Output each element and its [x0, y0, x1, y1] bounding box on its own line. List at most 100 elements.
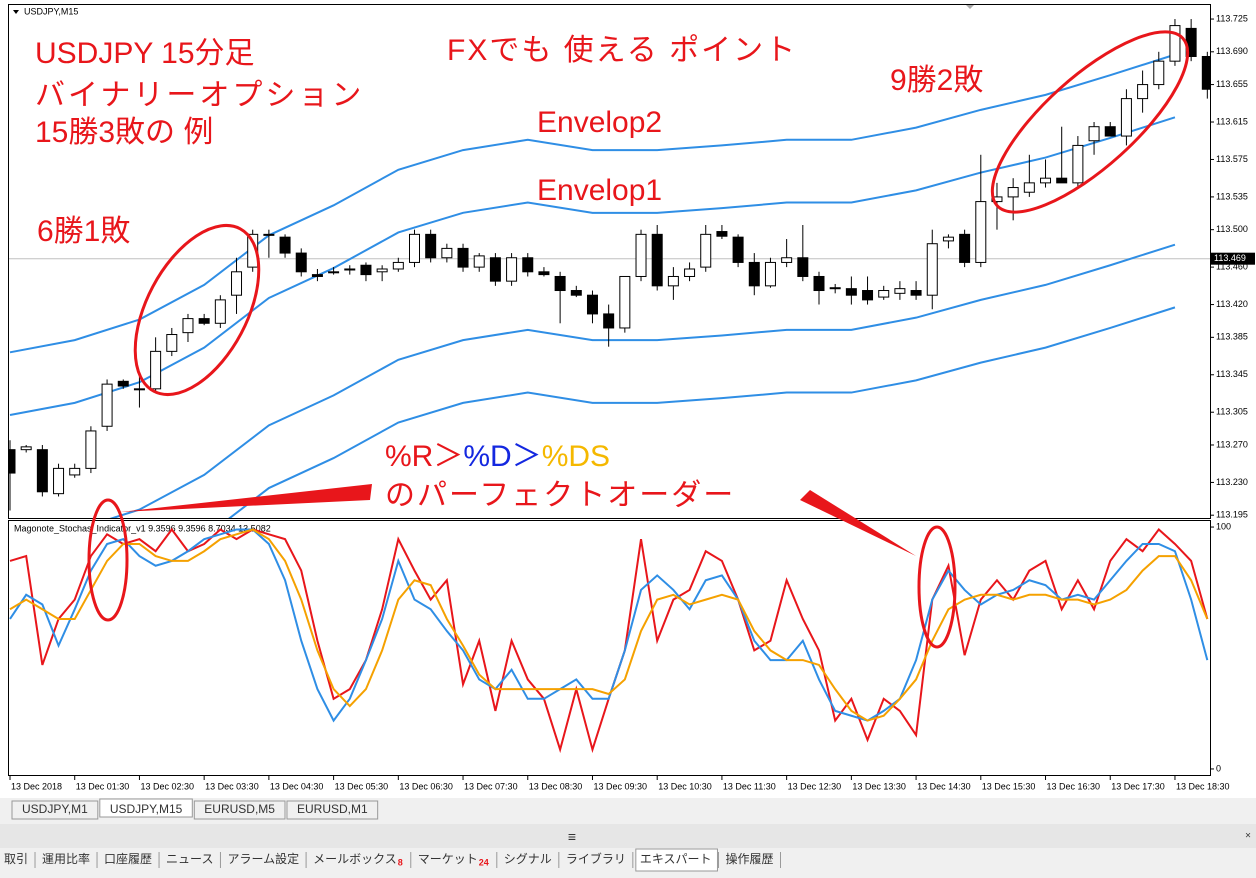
- candle-body: [845, 288, 857, 296]
- chart-tabs: USDJPY,M1 USDJPY,M15 EURUSD,M5 EURUSD,M1: [11, 798, 379, 820]
- indicator-line: [9, 528, 1209, 722]
- x-tick-label: 13 Dec 01:30: [76, 781, 130, 791]
- candle-body: [376, 268, 388, 273]
- chart-tab-box: [193, 800, 286, 820]
- candle-body: [36, 449, 48, 493]
- indicator-plot: [9, 527, 1209, 754]
- candle-body: [570, 290, 582, 296]
- terminal-tab[interactable]: アラーム設定: [223, 849, 305, 871]
- chart-tab[interactable]: USDJPY,M1: [11, 800, 99, 820]
- y-tick-label: 113.420: [1216, 299, 1248, 309]
- y-tick-label: 113.270: [1216, 439, 1248, 449]
- candle-body: [700, 233, 712, 268]
- annotation-title: バイナリーオプション: [35, 79, 364, 112]
- terminal-tab[interactable]: 運用比率: [38, 849, 96, 871]
- y-tick-label: 113.500: [1216, 224, 1248, 234]
- candle-body: [764, 261, 776, 287]
- candle-body: [425, 233, 437, 259]
- candle-body: [166, 334, 178, 352]
- candle-body: [862, 290, 874, 301]
- close-button[interactable]: ×: [1245, 831, 1251, 842]
- x-tick-label: 13 Dec 17:30: [1111, 781, 1165, 791]
- annotation-envelop: Envelop2: [537, 106, 662, 139]
- terminal-tab[interactable]: エキスパート: [635, 848, 718, 872]
- y-tick-label: 113.305: [1216, 407, 1248, 417]
- highlight-ellipse: [917, 525, 957, 649]
- terminal-tab[interactable]: メールボックス 8: [309, 849, 410, 871]
- y-tick-label: 0: [1216, 763, 1221, 773]
- terminal-tab[interactable]: 口座履歴: [100, 849, 158, 871]
- x-tick-label: 13 Dec 06:30: [399, 781, 453, 791]
- chart-tab[interactable]: EURUSD,M5: [193, 800, 286, 820]
- terminal-tab-badge: 8: [398, 857, 403, 867]
- arrow: [120, 484, 372, 512]
- envelope-line: [228, 306, 1176, 518]
- current-price-box: [1211, 252, 1255, 265]
- candle-body: [69, 467, 81, 476]
- terminal-scrollbar: [0, 824, 1256, 848]
- x-tick-label: 13 Dec 09:30: [593, 781, 647, 791]
- terminal-tab-label: シグナル: [504, 852, 552, 866]
- terminal-tab[interactable]: ライブラリ: [562, 849, 632, 871]
- candle-body: [1120, 98, 1132, 137]
- chart-tab[interactable]: EURUSD,M1: [286, 800, 379, 820]
- terminal-tab-badge: 24: [479, 857, 489, 867]
- terminal-tab[interactable]: シグナル: [500, 849, 558, 871]
- annotation-result: 9勝2敗: [890, 64, 983, 97]
- x-tick-label: 13 Dec 18:30: [1176, 781, 1230, 791]
- annotation-title: 15勝3敗の 例: [35, 116, 213, 149]
- candle-body: [975, 201, 987, 263]
- candle-body: [829, 287, 841, 290]
- candle-body: [9, 449, 16, 474]
- candle-body: [409, 233, 420, 263]
- candle-body: [894, 288, 906, 294]
- chart-menu-icon[interactable]: [13, 10, 19, 14]
- candle-body: [959, 233, 971, 263]
- terminal-tab[interactable]: マーケット 24: [414, 849, 496, 871]
- candle-body: [117, 380, 129, 387]
- candle-body: [878, 290, 890, 298]
- candle-body: [1104, 126, 1116, 137]
- terminal-tab-label: 運用比率: [42, 851, 90, 866]
- terminal-tab[interactable]: ニュース: [162, 849, 219, 871]
- y-tick-label: 113.195: [1216, 510, 1248, 520]
- terminal-tabs: 取引 運用比率 口座履歴 ニュース アラーム設定 メールボックス 8 マーケット 24 シグナルラ…: [0, 848, 781, 872]
- y-tick-label: 113.690: [1216, 46, 1248, 56]
- x-tick-label: 13 Dec 12:30: [788, 781, 842, 791]
- candle-body: [684, 268, 696, 277]
- x-tick-label: 13 Dec 11:30: [723, 781, 776, 791]
- candle-body: [813, 275, 825, 292]
- terminal-tab[interactable]: 取引: [0, 849, 34, 871]
- chart-tab-label: USDJPY,M1: [22, 802, 88, 816]
- candle-body: [1007, 187, 1019, 198]
- terminal-tab-label: ニュース: [166, 852, 213, 866]
- x-tick-label: 13 Dec 03:30: [205, 781, 259, 791]
- y-tick-label: 113.460: [1216, 261, 1248, 271]
- candle-body: [506, 257, 518, 282]
- y-tick-label: 113.535: [1216, 191, 1248, 201]
- chart-symbol: USDJPY,M15: [24, 6, 78, 16]
- candle-body: [20, 446, 32, 451]
- annotation-order-part: %DS: [542, 440, 610, 473]
- main-panel-frame: [8, 4, 1211, 519]
- candle-body: [1088, 126, 1100, 142]
- terminal-tab[interactable]: 操作履歴: [721, 849, 779, 871]
- candle-body: [942, 236, 954, 242]
- candle-body: [797, 257, 809, 277]
- candle-body: [360, 264, 372, 276]
- candle-body: [748, 261, 760, 287]
- candle-body: [538, 271, 550, 276]
- terminal-tab-label: 取引: [4, 852, 28, 866]
- main-plot: [9, 19, 1210, 518]
- splitter-grip[interactable]: ≡: [568, 829, 576, 845]
- terminal-tab-bar: [0, 848, 1256, 878]
- candle-body: [101, 383, 113, 427]
- candle-body: [667, 275, 679, 287]
- chart-tab[interactable]: USDJPY,M15: [99, 798, 193, 818]
- highlight-ellipses: [87, 30, 1190, 649]
- candle-body: [311, 274, 323, 277]
- x-tick-label: 13 Dec 15:30: [982, 781, 1036, 791]
- candle-body: [473, 255, 485, 268]
- annotation-fx: FXでも 使える ポイント: [447, 34, 797, 67]
- highlight-ellipse: [133, 223, 261, 397]
